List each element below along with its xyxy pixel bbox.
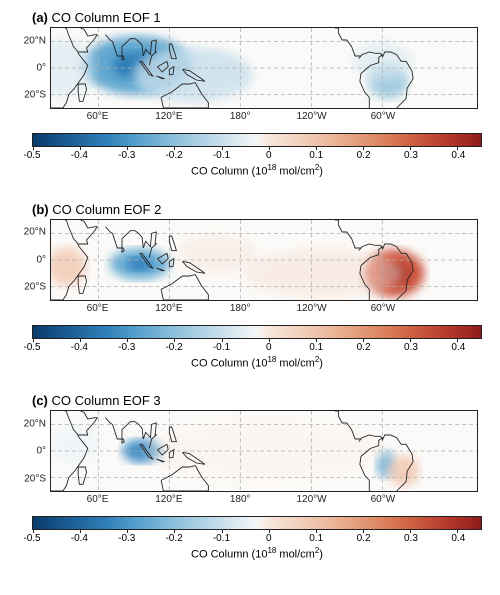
x-tick-label: 120°W [296,494,326,505]
map-box [50,410,478,492]
y-tick-label: 20°N [24,227,46,238]
map-box [50,27,478,109]
cbar-tick-label: 0.4 [451,150,465,161]
colorbar: -0.5-0.4-0.3-0.2-0.100.10.20.30.4CO Colu… [32,325,482,370]
colorbar: -0.5-0.4-0.3-0.2-0.100.10.20.30.4CO Colu… [32,516,482,561]
cbar-tick-label: 0.1 [309,342,323,353]
cbar-tick-label: 0 [266,150,272,161]
cbar-tick-label: -0.2 [165,150,182,161]
cbar-tick-label: -0.2 [165,342,182,353]
x-axis: 60°E 120°E 180° 120°W 60°W [50,109,478,123]
cbar-tick-label: -0.3 [118,533,135,544]
cbar-tick-label: -0.5 [23,533,40,544]
cbar-tick-label: 0.2 [357,342,371,353]
y-axis: 20°S 0° 20°N [12,219,50,301]
panel-title: (b) CO Column EOF 2 [32,202,488,217]
y-tick-label: 20°N [24,418,46,429]
colorbar-gradient [32,325,482,339]
cbar-tick-label: -0.3 [118,150,135,161]
panel-title-text: CO Column EOF 2 [52,202,161,217]
x-tick-label: 180° [230,111,251,122]
cbar-tick-label: 0.2 [357,533,371,544]
cbar-tick-label: -0.1 [213,150,230,161]
colorbar-gradient [32,516,482,530]
panel-title: (c) CO Column EOF 3 [32,393,488,408]
x-axis: 60°E 120°E 180° 120°W 60°W [50,301,478,315]
y-tick-label: 20°N [24,35,46,46]
cbar-tick-label: -0.2 [165,533,182,544]
colorbar: -0.5-0.4-0.3-0.2-0.100.10.20.30.4CO Colu… [32,133,482,178]
cbar-tick-label: 0 [266,533,272,544]
cbar-tick-label: 0.1 [309,533,323,544]
panel-b: (b) CO Column EOF 2 20°S 0° 20°N 60°E 120°E 1… [12,202,488,370]
cbar-tick-label: 0.3 [404,533,418,544]
panel-title-text: CO Column EOF 1 [52,10,161,25]
y-tick-label: 20°S [24,90,46,101]
x-tick-label: 120°E [155,303,182,314]
cbar-tick-label: 0 [266,342,272,353]
y-axis: 20°S 0° 20°N [12,410,50,492]
x-tick-label: 120°W [296,111,326,122]
y-tick-label: 20°S [24,281,46,292]
x-tick-label: 60°W [371,303,396,314]
cbar-label: CO Column (1018 mol/cm2) [32,163,482,178]
y-tick-label: 0° [36,254,46,265]
cbar-tick-label: -0.3 [118,342,135,353]
cbar-tick-label: 0.1 [309,150,323,161]
panel-title-text: CO Column EOF 3 [52,393,161,408]
x-tick-label: 60°E [87,494,109,505]
x-tick-label: 120°W [296,303,326,314]
cbar-label: CO Column (1018 mol/cm2) [32,355,482,370]
panel-c: (c) CO Column EOF 3 20°S 0° 20°N 60°E 120°E 1… [12,393,488,561]
x-tick-label: 60°E [87,111,109,122]
x-tick-label: 180° [230,494,251,505]
map-box [50,219,478,301]
cbar-tick-label: -0.1 [213,342,230,353]
x-tick-label: 120°E [155,494,182,505]
y-tick-label: 20°S [24,473,46,484]
panel-prefix: (b) [32,202,49,217]
cbar-tick-label: -0.1 [213,533,230,544]
cbar-tick-label: 0.3 [404,150,418,161]
colorbar-gradient [32,133,482,147]
panel-prefix: (c) [32,393,48,408]
x-tick-label: 60°E [87,303,109,314]
cbar-tick-label: -0.4 [71,533,88,544]
x-axis: 60°E 120°E 180° 120°W 60°W [50,492,478,506]
y-tick-label: 0° [36,446,46,457]
x-tick-label: 60°W [371,111,396,122]
cbar-tick-label: -0.4 [71,150,88,161]
x-tick-label: 60°W [371,494,396,505]
cbar-tick-label: -0.4 [71,342,88,353]
y-tick-label: 0° [36,63,46,74]
cbar-tick-label: -0.5 [23,342,40,353]
cbar-tick-label: -0.5 [23,150,40,161]
panel-a: (a) CO Column EOF 1 20°S 0° 20°N 60°E 120°E 1… [12,10,488,178]
x-tick-label: 180° [230,303,251,314]
panel-prefix: (a) [32,10,48,25]
cbar-tick-label: 0.4 [451,533,465,544]
cbar-tick-label: 0.4 [451,342,465,353]
y-axis: 20°S 0° 20°N [12,27,50,109]
cbar-tick-label: 0.3 [404,342,418,353]
cbar-label: CO Column (1018 mol/cm2) [32,546,482,561]
cbar-tick-label: 0.2 [357,150,371,161]
x-tick-label: 120°E [155,111,182,122]
panel-title: (a) CO Column EOF 1 [32,10,488,25]
